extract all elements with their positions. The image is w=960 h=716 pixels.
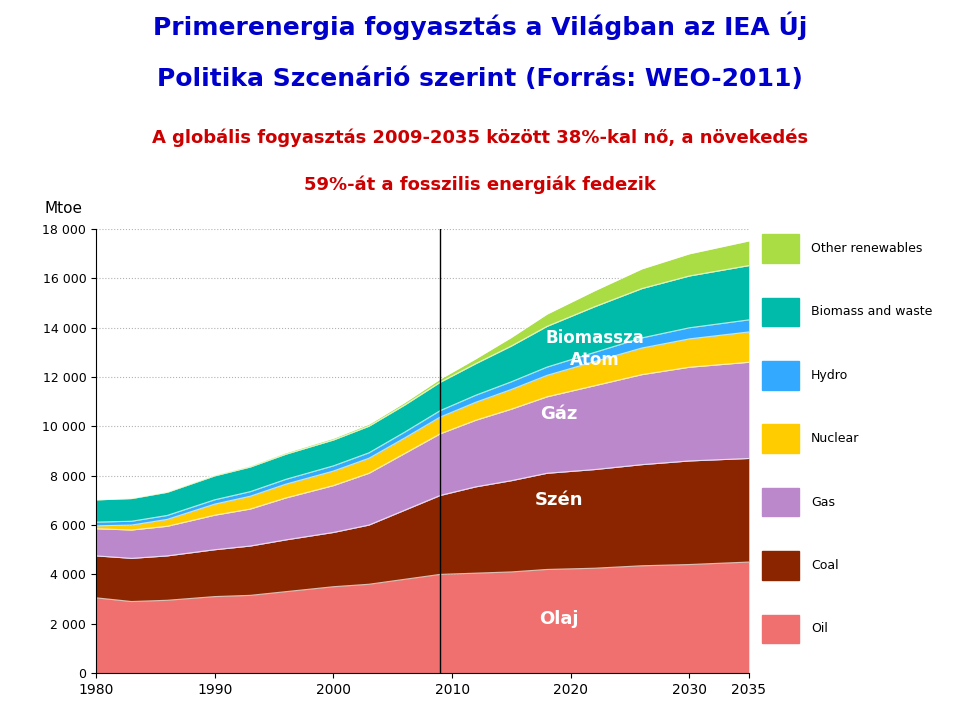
Text: Politika Szcenárió szerint (Forrás: WEO-2011): Politika Szcenárió szerint (Forrás: WEO-… — [157, 67, 803, 92]
Bar — [762, 234, 799, 263]
Bar — [762, 488, 799, 516]
Text: Gáz: Gáz — [540, 405, 578, 423]
Text: Gas: Gas — [811, 495, 835, 508]
Text: Szén: Szén — [535, 491, 583, 509]
Bar — [762, 551, 799, 580]
Bar — [762, 425, 799, 453]
Text: Atom: Atom — [569, 351, 619, 369]
Text: Coal: Coal — [811, 559, 838, 572]
Bar — [762, 615, 799, 643]
Text: Oil: Oil — [811, 622, 828, 636]
Text: Primerenergia fogyasztás a Világban az IEA Új: Primerenergia fogyasztás a Világban az I… — [153, 11, 807, 40]
Y-axis label: Mtoe: Mtoe — [44, 200, 83, 216]
Text: Biomass and waste: Biomass and waste — [811, 306, 932, 319]
Bar — [762, 361, 799, 390]
Text: A globális fogyasztás 2009-2035 között 38%-kal nő, a növekedés: A globális fogyasztás 2009-2035 között 3… — [152, 128, 808, 147]
Bar — [762, 298, 799, 326]
Text: 59%-át a fosszilis energiák fedezik: 59%-át a fosszilis energiák fedezik — [304, 175, 656, 194]
Text: Olaj: Olaj — [540, 610, 579, 628]
Text: Nuclear: Nuclear — [811, 432, 859, 445]
Text: Other renewables: Other renewables — [811, 242, 923, 255]
Text: Hydro: Hydro — [811, 369, 848, 382]
Text: Biomassza: Biomassza — [545, 329, 644, 347]
